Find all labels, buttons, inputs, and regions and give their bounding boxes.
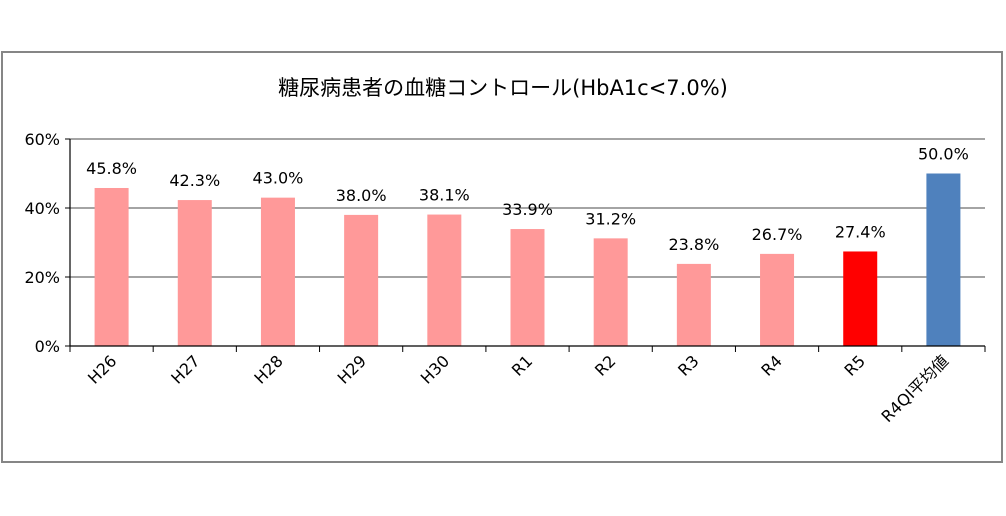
- y-tick-label: 60%: [24, 130, 60, 149]
- data-label: 38.0%: [336, 186, 387, 205]
- data-label: 27.4%: [835, 222, 886, 241]
- x-tick-label: R4: [757, 351, 785, 379]
- x-tick-label: H30: [417, 351, 453, 387]
- data-label: 33.9%: [502, 200, 553, 219]
- x-axis-ticks: H26 H27 H28 H29 H30 R1 R2 R3 R4 R5 R4QI平均値: [69, 346, 986, 426]
- chart-frame: [1, 51, 1003, 463]
- chart-title: 糖尿病患者の血糖コントロール(HbA1c<7.0%): [278, 76, 728, 100]
- x-tick-label: R5: [841, 351, 869, 379]
- bar-R2: [593, 238, 628, 346]
- y-tick-label: 0%: [35, 337, 60, 356]
- data-label: 23.8%: [668, 235, 719, 254]
- bars: [94, 173, 961, 346]
- x-tick-label: R2: [591, 351, 619, 379]
- data-label: 45.8%: [86, 159, 137, 178]
- data-label: 31.2%: [585, 209, 636, 228]
- y-axis-ticks: 0% 20% 40% 60%: [24, 130, 70, 356]
- data-label: 38.1%: [419, 186, 470, 205]
- bar-H29: [344, 214, 379, 346]
- bar-R4QI平均値: [926, 173, 961, 346]
- x-tick-label: H29: [334, 351, 370, 387]
- x-tick-label: R3: [674, 351, 702, 379]
- bar-R4: [760, 253, 795, 346]
- bar-R3: [676, 263, 711, 346]
- data-label: 26.7%: [752, 225, 803, 244]
- data-label: 50.0%: [918, 145, 969, 164]
- axes: [69, 139, 985, 347]
- x-tick-label: H26: [84, 351, 120, 387]
- bar-R5: [843, 251, 878, 346]
- y-tick-label: 40%: [24, 199, 60, 218]
- bar-H26: [94, 187, 129, 346]
- bar-H28: [260, 197, 295, 346]
- x-tick-label: R1: [508, 351, 536, 379]
- x-tick-label: H27: [167, 351, 203, 387]
- data-labels: 45.8% 42.3% 43.0% 38.0% 38.1% 33.9% 31.2% 23.8%…: [86, 145, 969, 254]
- bar-H30: [427, 214, 462, 346]
- data-label: 43.0%: [253, 169, 304, 188]
- bar-H27: [177, 200, 212, 346]
- bar-R1: [510, 229, 545, 346]
- data-label: 42.3%: [169, 171, 220, 190]
- x-tick-label: R4QI平均値: [878, 351, 953, 426]
- x-tick-label: H28: [250, 351, 286, 387]
- y-tick-label: 20%: [24, 268, 60, 287]
